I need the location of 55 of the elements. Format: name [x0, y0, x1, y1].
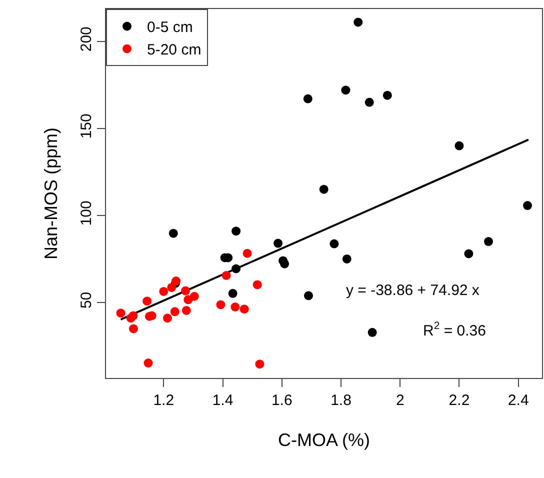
point: [228, 288, 238, 298]
point: [232, 226, 241, 236]
point: [116, 308, 126, 318]
point: [454, 141, 464, 150]
point: [364, 98, 374, 107]
x-tick-label: 1.2: [153, 392, 174, 409]
point: [232, 264, 241, 274]
legend-label: 5-20 cm: [147, 42, 202, 59]
point: [128, 311, 138, 320]
point: [142, 296, 152, 306]
point: [190, 292, 199, 301]
y-tick-label: 100: [78, 200, 95, 226]
point: [252, 280, 262, 290]
point: [182, 306, 191, 315]
point: [170, 307, 180, 316]
annotation: R$^{2}$ = 0.36: [423, 320, 486, 340]
point: [242, 248, 252, 258]
point: [368, 328, 377, 337]
point: [342, 254, 352, 264]
point: [128, 324, 138, 334]
point: [222, 270, 231, 280]
point: [484, 237, 493, 246]
point: [341, 86, 350, 95]
point: [216, 300, 226, 310]
x-axis-title: C-MOA (%): [278, 430, 370, 450]
x-tick-label: 2.4: [508, 392, 529, 409]
legend-label: 0-5 cm: [147, 19, 193, 36]
y-axis-title: Nan-MOS (ppm): [41, 127, 62, 260]
point: [255, 360, 264, 369]
point: [159, 286, 168, 296]
x-tick-label: 2: [396, 392, 404, 409]
point: [464, 249, 474, 258]
annotation: y = -38.86 + 74.92 x: [346, 282, 480, 299]
point: [230, 302, 240, 312]
y-tick-label: 50: [78, 292, 95, 309]
point: [304, 291, 313, 300]
point: [330, 239, 339, 248]
point: [303, 94, 312, 104]
point: [168, 228, 178, 238]
point: [144, 358, 153, 368]
point: [167, 282, 176, 292]
point: [382, 90, 392, 100]
x-tick-label: 2.2: [448, 392, 470, 409]
point: [274, 238, 283, 248]
point: [354, 18, 363, 27]
point: [319, 184, 328, 194]
x-tick-label: 1.6: [271, 392, 292, 409]
point: [523, 201, 532, 210]
point: [162, 314, 172, 323]
y-tick-label: 200: [78, 26, 95, 52]
point: [240, 304, 249, 314]
x-tick-label: 1.4: [212, 392, 234, 409]
y-tick-label: 150: [78, 114, 95, 139]
x-tick-label: 1.8: [330, 392, 352, 409]
point: [181, 286, 190, 296]
